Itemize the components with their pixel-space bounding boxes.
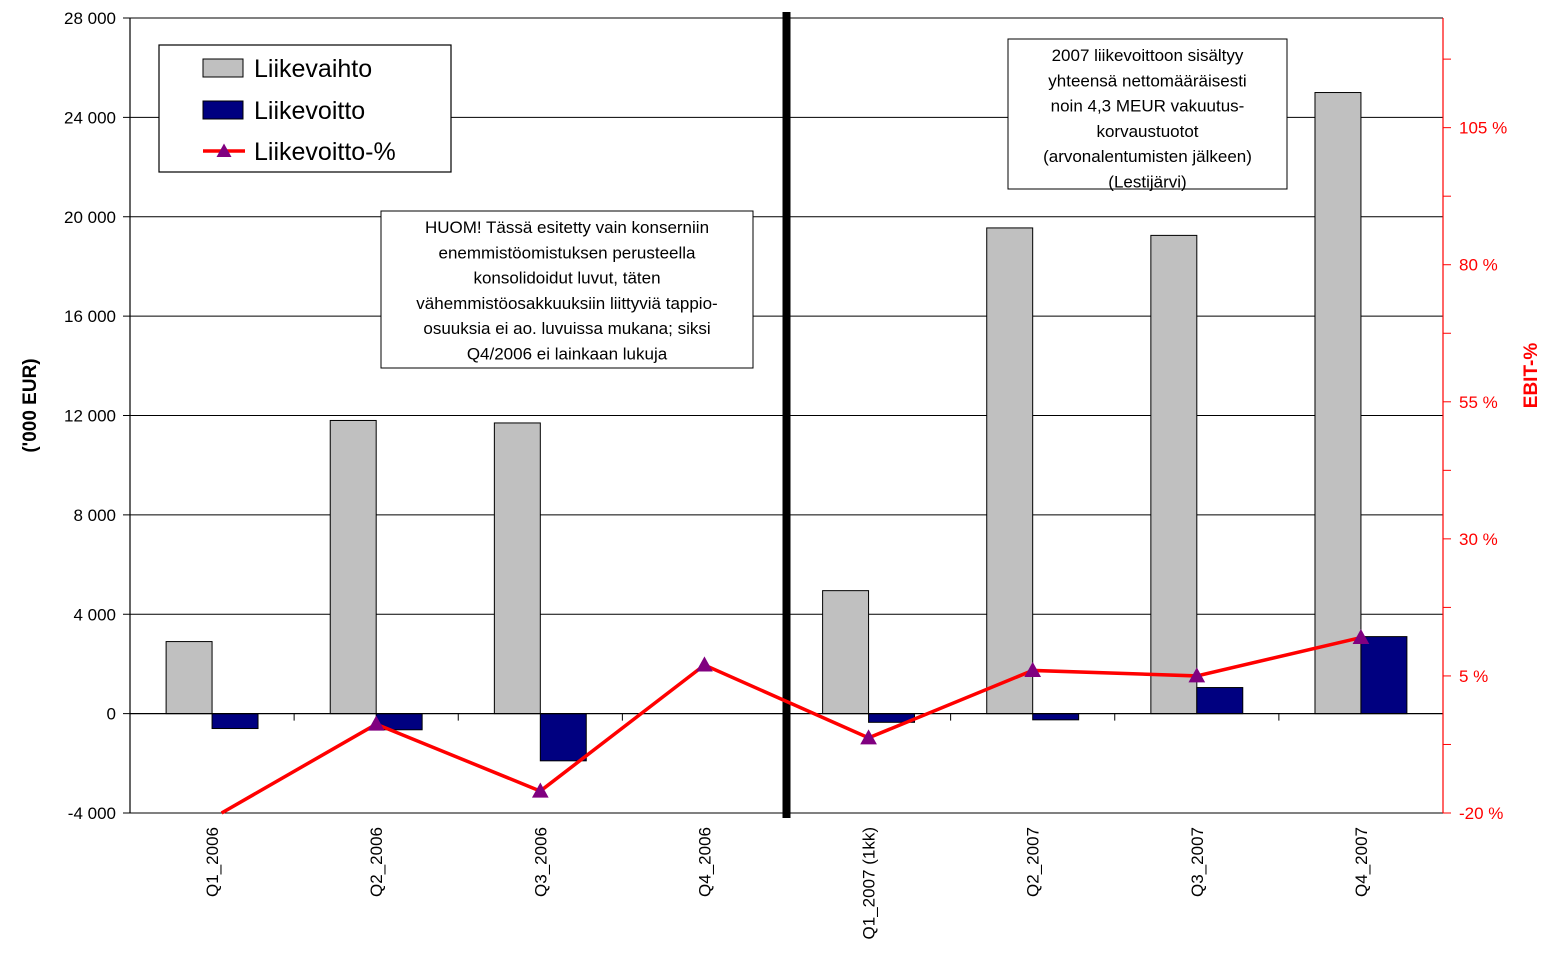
bar-liikevaihto	[329, 419, 377, 715]
y2-tick-label: 105 %	[1459, 119, 1507, 138]
bar-liikevaihto	[822, 590, 870, 715]
annotation-line: yhteensä nettomääräisesti	[1048, 71, 1246, 90]
bar-liikevaihto	[1314, 92, 1362, 715]
line-point-marker	[1024, 661, 1042, 677]
line-point-marker	[696, 656, 713, 672]
y-tick-label: 0	[107, 705, 116, 724]
legend: Liikevaihto Liikevoitto Liikevoitto-%	[158, 44, 452, 173]
bar-liikevoitto	[1032, 713, 1080, 721]
y2-tick-label: -20 %	[1459, 804, 1503, 823]
y2-tick-label: 80 %	[1459, 256, 1498, 275]
x-tick-label: Q1_2007 (1kk)	[860, 827, 879, 939]
x-tick-label: Q2_2006	[367, 827, 386, 897]
y-tick-label: 24 000	[64, 108, 116, 127]
y2-axis-title: EBIT-%	[1521, 343, 1542, 409]
bar-liikevoitto	[1196, 687, 1244, 715]
bar-liikevaihto	[986, 227, 1034, 715]
annotation-box	[1007, 38, 1288, 190]
annotation-line: osuuksia ei ao. luvuissa mukana; siksi	[423, 319, 710, 338]
y-tick-label: 16 000	[64, 307, 116, 326]
x-tick-label: Q4_2007	[1352, 827, 1371, 897]
annotation-line: HUOM! Tässä esitetty vain konserniin	[425, 218, 709, 237]
bar-liikevaihto	[493, 422, 541, 715]
y-tick-label: 4 000	[73, 605, 116, 624]
annotation-line: korvaustuotot	[1096, 122, 1198, 141]
line-series	[220, 629, 1370, 815]
x-tick-label: Q3_2006	[531, 827, 550, 897]
annotation-line: enemmistöomistuksen perusteella	[438, 243, 696, 262]
legend-label: Liikevaihto	[254, 55, 372, 83]
bar-liikevaihto	[165, 641, 213, 715]
bar-liikevaihto	[1150, 234, 1198, 715]
y2-tick-label: 5 %	[1459, 667, 1488, 686]
y-axis-title: ('000 EUR)	[20, 358, 41, 452]
annotation-box	[380, 210, 754, 369]
annotation-line: konsolidoidut luvut, täten	[473, 269, 660, 288]
axis-labels: -4 000 0 4 000 8 000 12 000 16 000 20 000 24 00…	[20, 9, 1542, 939]
y-tick-label: 20 000	[64, 208, 116, 227]
annotation-line: vähemmistöosakkuuksiin liittyviä tappio-	[416, 294, 717, 313]
annotation-line: noin 4,3 MEUR vakuutus-	[1051, 97, 1245, 116]
line-liikevoitto-pct	[220, 635, 1362, 815]
line-point-marker	[1188, 667, 1206, 683]
y-tick-label: -4 000	[68, 804, 116, 823]
annotation-line: Q4/2006 ei lainkaan lukuja	[467, 345, 668, 364]
legend-label: Liikevoitto-%	[254, 138, 396, 166]
y-tick-label: 28 000	[64, 9, 116, 28]
legend-swatch	[202, 58, 244, 78]
annotation-line: (Lestijärvi)	[1108, 173, 1186, 192]
y2-tick-label: 30 %	[1459, 530, 1498, 549]
legend-swatch-marker	[216, 143, 232, 157]
bar-liikevoitto	[211, 713, 259, 730]
x-tick-label: Q4_2006	[695, 827, 714, 897]
x-tick-label: Q3_2007	[1188, 827, 1207, 897]
legend-label: Liikevoitto	[254, 97, 365, 125]
bar-liikevoitto	[1360, 636, 1408, 715]
line-point-marker	[367, 715, 385, 731]
x-tick-label: Q1_2006	[203, 827, 222, 897]
y2-tick-label: 55 %	[1459, 393, 1498, 412]
bars	[165, 92, 1408, 762]
annotation-line: 2007 liikevoittoon sisältyy	[1052, 46, 1244, 65]
bar-liikevoitto	[539, 713, 587, 762]
y-tick-label: 12 000	[64, 407, 116, 426]
axes	[123, 12, 1451, 818]
line-point-marker	[1352, 629, 1370, 645]
x-tick-label: Q2_2007	[1024, 827, 1043, 897]
line-point-marker	[860, 729, 877, 745]
annotations: HUOM! Tässä esitetty vain konserniin enem…	[380, 38, 1288, 369]
annotation-line: (arvonalentumisten jälkeen)	[1043, 147, 1252, 166]
line-point-marker	[531, 782, 549, 798]
legend-swatch	[202, 100, 244, 120]
y-tick-label: 8 000	[73, 506, 116, 525]
